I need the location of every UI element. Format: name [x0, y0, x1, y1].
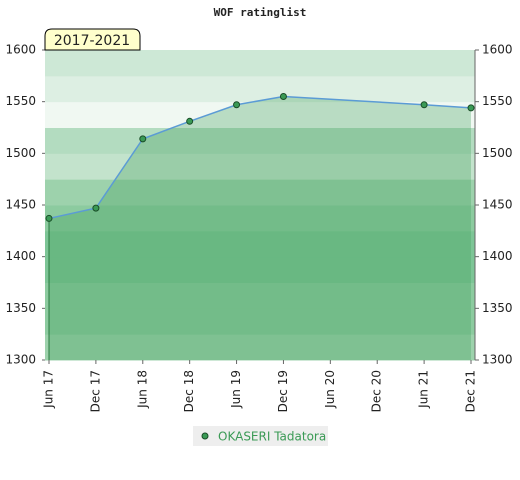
x-tick-label: Jun 19	[229, 370, 243, 409]
x-tick-label: Dec 21	[464, 370, 478, 412]
y2-tick-label: 1400	[482, 249, 513, 263]
y2-tick-label: 1500	[482, 146, 513, 160]
point	[279, 93, 287, 100]
area	[49, 96, 471, 360]
y2-tick-label: 1350	[482, 301, 513, 315]
background-band	[45, 205, 475, 232]
point	[139, 135, 147, 143]
x-tick-label: Dec 20	[370, 370, 384, 412]
y-tick-label: 1550	[5, 94, 36, 108]
background-band	[45, 127, 475, 154]
chart-title: WOF ratinglist	[214, 6, 307, 19]
x-tick-label: Dec 19	[276, 370, 290, 412]
x-tick-label: Jun 17	[42, 370, 56, 409]
y2-tick-label: 1550	[482, 94, 513, 108]
background-band	[45, 308, 475, 335]
point	[186, 117, 194, 125]
background-band	[45, 179, 475, 206]
point	[467, 104, 475, 112]
y-tick-label: 1400	[5, 249, 36, 263]
background-band	[45, 230, 475, 258]
y-tick-label: 1500	[5, 146, 36, 160]
point	[233, 101, 241, 109]
legend-label: OKASERI Tadatora	[218, 430, 326, 444]
y2-tick-label: 1300	[482, 353, 513, 367]
background-band	[45, 153, 475, 180]
background-band	[45, 334, 475, 361]
y-tick-label: 1350	[5, 301, 36, 315]
point	[92, 204, 100, 212]
y2-tick-label: 1450	[482, 198, 513, 212]
y-tick-label: 1300	[5, 353, 36, 367]
background-band	[45, 50, 475, 77]
legend: OKASERI Tadatora	[193, 426, 328, 446]
background-band	[45, 75, 475, 103]
x-tick-label: Dec 17	[88, 370, 102, 412]
x-tick-label: Jun 20	[323, 370, 337, 409]
point	[45, 214, 53, 222]
point	[420, 101, 428, 109]
y-tick-label: 1450	[5, 198, 36, 212]
y-tick-label: 1600	[5, 43, 36, 57]
background-band	[45, 282, 475, 309]
background-band	[45, 101, 475, 128]
line	[48, 95, 472, 220]
annotation-box	[44, 28, 141, 51]
x-tick-label: Dec 18	[182, 370, 196, 412]
background-band	[45, 256, 475, 283]
x-tick-label: Jun 21	[417, 370, 431, 409]
y2-tick-label: 1600	[482, 43, 513, 57]
annotation: 2017-2021	[54, 33, 130, 49]
x-tick-label: Jun 18	[135, 370, 149, 409]
legend-box	[193, 426, 328, 446]
legend-marker	[201, 432, 209, 440]
